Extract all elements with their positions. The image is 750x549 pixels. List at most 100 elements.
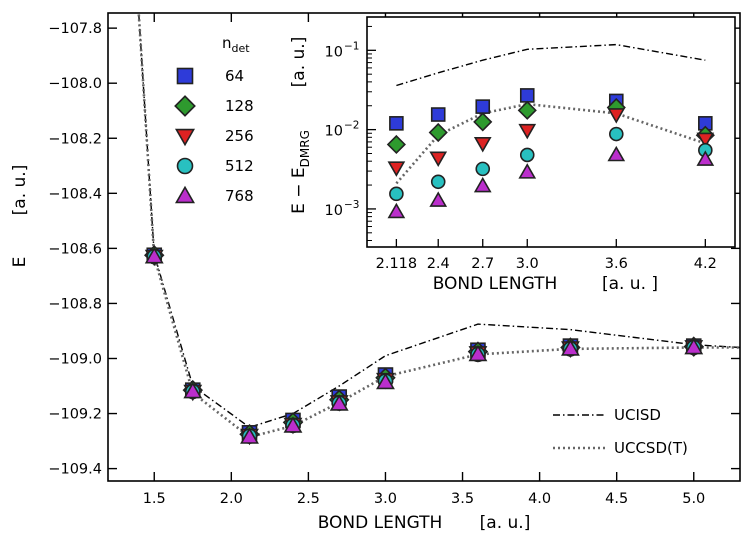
main-line-ucisd bbox=[138, 14, 741, 429]
main-point-ndet-768 bbox=[183, 381, 203, 399]
ndet-legend-title-subscript: det bbox=[232, 42, 251, 55]
inset-point-ndet-768 bbox=[696, 150, 715, 166]
main-y-tick-label: −108.4 bbox=[48, 186, 102, 202]
legend-marker-ndet-64 bbox=[176, 67, 194, 85]
inset-line-ucisd bbox=[396, 43, 706, 87]
main-point-ndet-768 bbox=[376, 372, 395, 390]
inset-point-ndet-768 bbox=[473, 176, 492, 193]
legend-label-ndet-128: 128 bbox=[225, 97, 254, 115]
legend-marker-ndet-768 bbox=[174, 185, 196, 204]
inset-y-tick-label: 10 bbox=[325, 203, 343, 219]
main-x-tick-label: 2.0 bbox=[220, 491, 243, 507]
inset-y-tick-exponent: −1 bbox=[344, 40, 359, 52]
main-point-ndet-768 bbox=[283, 416, 303, 433]
inset-point-ndet-512 bbox=[475, 161, 491, 177]
main-y-tick-label: −108.6 bbox=[48, 241, 102, 257]
legend-uccsdt-label: UCCSD(T) bbox=[614, 439, 688, 457]
legend-label-ndet-512: 512 bbox=[225, 157, 254, 175]
inset-line-uccsdt bbox=[395, 102, 706, 185]
main-data-points bbox=[144, 245, 704, 446]
inset-reference-lines bbox=[395, 43, 706, 185]
inset-axis-ticks: 2.118 2.4 2.7 3.0 3.6 4.210−310−210−1 bbox=[325, 25, 717, 272]
main-y-tick-label: −109.0 bbox=[48, 351, 102, 367]
main-reference-lines bbox=[137, 14, 741, 439]
inset-y-tick-base: 10 bbox=[325, 203, 343, 219]
inset-point-ndet-512 bbox=[519, 147, 535, 163]
main-point-ndet-768 bbox=[240, 427, 259, 444]
main-x-tick-label: 3.5 bbox=[451, 491, 474, 507]
inset-point-ndet-768 bbox=[518, 163, 537, 179]
main-x-axis-unit: [a. u.] bbox=[480, 513, 531, 533]
inset-y-tick-label: 10 bbox=[325, 44, 343, 60]
inset-point-ndet-512 bbox=[389, 186, 404, 202]
legend-marker-ndet-128 bbox=[174, 95, 196, 117]
inset-point-ndet-512 bbox=[430, 174, 446, 190]
inset-point-ndet-64 bbox=[389, 116, 404, 131]
legend-marker-ndet-512 bbox=[176, 157, 194, 175]
inset-point-ndet-128 bbox=[517, 100, 537, 120]
main-point-ndet-768 bbox=[684, 337, 704, 355]
legend-marker-ndet-256 bbox=[174, 128, 196, 147]
inset-data-points bbox=[386, 88, 715, 219]
legend-label-ndet-64: 64 bbox=[225, 67, 244, 85]
inset-y-tick-exponent: −3 bbox=[344, 199, 359, 211]
inset-point-ndet-256 bbox=[473, 137, 492, 153]
main-plot-frame bbox=[107, 12, 741, 482]
main-y-tick-label: −107.8 bbox=[48, 21, 102, 37]
inset-y-axis-unit: [a. u.] bbox=[289, 37, 309, 88]
inset-point-ndet-512 bbox=[608, 126, 624, 142]
inset-x-tick-label: 4.2 bbox=[694, 256, 717, 272]
legend-ucisd-label: UCISD bbox=[614, 406, 661, 424]
main-point-ndet-768 bbox=[144, 246, 164, 264]
main-x-tick-label: 1.5 bbox=[143, 491, 166, 507]
inset-point-ndet-128 bbox=[386, 134, 406, 155]
main-y-tick-label: −109.4 bbox=[48, 462, 102, 478]
main-x-tick-label: 4.5 bbox=[605, 491, 628, 507]
inset-y-tick-base: 10 bbox=[325, 124, 343, 140]
inset-y-tick-exponent: −2 bbox=[344, 120, 359, 132]
inset-point-ndet-256 bbox=[607, 108, 626, 124]
inset-x-tick-label: 2.4 bbox=[427, 256, 450, 272]
main-y-axis-unit: [a. u.] bbox=[10, 165, 30, 216]
inset-point-ndet-768 bbox=[387, 202, 406, 219]
main-x-tick-label: 3.0 bbox=[374, 491, 397, 507]
main-y-tick-label: −108.0 bbox=[48, 76, 102, 92]
inset-y-axis-title: E − EDMRG bbox=[289, 130, 312, 214]
main-x-tick-label: 5.0 bbox=[682, 491, 705, 507]
legend-label-ndet-768: 768 bbox=[225, 187, 254, 205]
main-y-axis-title: E bbox=[10, 257, 30, 268]
inset-x-tick-label: 2.118 bbox=[376, 256, 418, 272]
inset-plot: 2.118 2.4 2.7 3.0 3.6 4.210−310−210−1 BOND LE… bbox=[289, 16, 736, 294]
main-y-tick-label: −108.8 bbox=[48, 296, 102, 312]
inset-point-ndet-768 bbox=[429, 191, 448, 207]
ndet-legend: ndet 64 128 256 512 768 bbox=[174, 34, 254, 205]
inset-point-ndet-256 bbox=[518, 123, 537, 140]
inset-x-axis-title: BOND LENGTH bbox=[433, 274, 558, 294]
inset-x-tick-label: 3.6 bbox=[605, 256, 628, 272]
inset-plot-frame bbox=[366, 16, 736, 248]
ndet-legend-title: ndet bbox=[222, 34, 250, 55]
inset-y-tick-base: 10 bbox=[325, 44, 343, 60]
inset-x-axis-unit: [a. u. ] bbox=[602, 274, 658, 294]
main-y-tick-label: −108.2 bbox=[48, 131, 102, 147]
main-plot: 1.5 2.0 2.5 3.0 3.5 4.0 4.5 5.0 −109.4 −109.2 −109… bbox=[10, 12, 741, 533]
inset-point-ndet-768 bbox=[607, 145, 626, 162]
inset-x-tick-label: 3.0 bbox=[516, 256, 539, 272]
inset-background bbox=[367, 17, 735, 247]
inset-y-axis-title-main: E − E bbox=[289, 167, 309, 214]
main-axis-ticks: 1.5 2.0 2.5 3.0 3.5 4.0 4.5 5.0 −109.4 −109.2 −109… bbox=[48, 13, 740, 507]
inset-point-ndet-256 bbox=[387, 161, 406, 177]
inset-point-ndet-128 bbox=[428, 122, 448, 143]
main-y-tick-label: −109.2 bbox=[48, 407, 102, 423]
line-style-legend: UCISD UCCSD(T) bbox=[553, 406, 688, 457]
inset-point-ndet-256 bbox=[696, 132, 715, 149]
inset-y-tick-label: 10 bbox=[325, 124, 343, 140]
inset-y-axis-title-subscript: DMRG bbox=[298, 130, 312, 167]
inset-point-ndet-64 bbox=[430, 107, 446, 122]
inset-point-ndet-256 bbox=[429, 151, 448, 167]
legend-label-ndet-256: 256 bbox=[225, 127, 254, 145]
inset-point-ndet-128 bbox=[473, 112, 493, 132]
ndet-legend-title-main: n bbox=[222, 34, 232, 52]
inset-point-ndet-64 bbox=[475, 99, 491, 114]
